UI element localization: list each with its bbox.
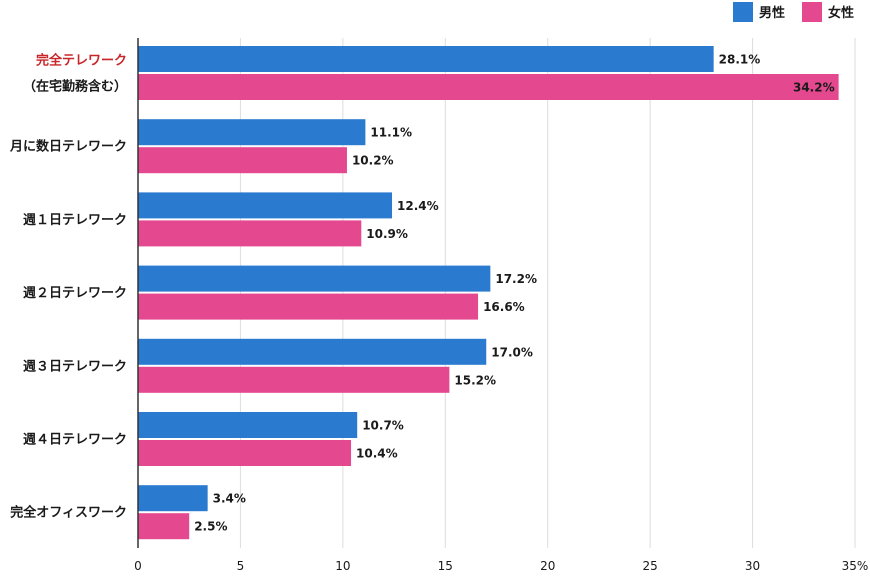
bar-female xyxy=(138,220,362,247)
value-label: 10.2% xyxy=(352,154,394,168)
bar-male xyxy=(138,485,208,512)
value-label: 17.0% xyxy=(491,345,533,359)
value-label: 16.6% xyxy=(483,300,525,314)
legend-label: 男性 xyxy=(759,5,785,21)
legend-swatch xyxy=(733,2,753,22)
legend-swatch xyxy=(802,2,822,22)
bar-female xyxy=(138,440,352,466)
value-label: 34.2% xyxy=(793,81,835,95)
value-label: 17.2% xyxy=(495,272,537,286)
value-label: 12.4% xyxy=(397,199,439,213)
bar-female xyxy=(138,74,839,100)
bar-female xyxy=(138,147,347,174)
value-label: 10.7% xyxy=(362,419,404,433)
x-tick-label: 10 xyxy=(335,559,350,573)
value-label: 2.5% xyxy=(194,520,227,534)
category-label: 月に数日テレワーク xyxy=(9,139,127,155)
category-label: 週３日テレワーク xyxy=(23,359,127,374)
legend-label: 女性 xyxy=(828,5,854,21)
bar-male xyxy=(138,412,358,438)
value-label: 10.4% xyxy=(356,447,398,461)
value-label: 3.4% xyxy=(213,492,246,506)
bar-male xyxy=(138,46,714,72)
bar-male xyxy=(138,265,491,292)
category-label: 完全テレワーク xyxy=(36,53,127,69)
x-tick-label: 25 xyxy=(643,559,658,573)
bar-male xyxy=(138,192,393,219)
category-label: 週１日テレワーク xyxy=(23,213,127,228)
category-label: （在宅勤務含む） xyxy=(23,79,127,95)
x-tick-label: 30 xyxy=(745,559,760,573)
x-tick-label: 20 xyxy=(540,559,555,573)
category-label: 週２日テレワーク xyxy=(23,286,127,301)
category-label: 完全オフィスワーク xyxy=(10,505,127,521)
category-label: 週４日テレワーク xyxy=(23,433,127,448)
value-label: 28.1% xyxy=(719,53,761,67)
x-tick-label: 5 xyxy=(237,559,245,573)
bar-female xyxy=(138,366,450,393)
value-label: 10.9% xyxy=(366,227,408,241)
bar-female xyxy=(138,513,190,540)
bar-male xyxy=(138,338,487,365)
x-tick-label: 35% xyxy=(842,559,869,573)
value-label: 11.1% xyxy=(370,126,412,140)
x-tick-label: 0 xyxy=(134,559,142,573)
bar-male xyxy=(138,119,366,146)
bar-female xyxy=(138,293,479,320)
x-tick-label: 15 xyxy=(438,559,453,573)
value-label: 15.2% xyxy=(454,373,496,387)
